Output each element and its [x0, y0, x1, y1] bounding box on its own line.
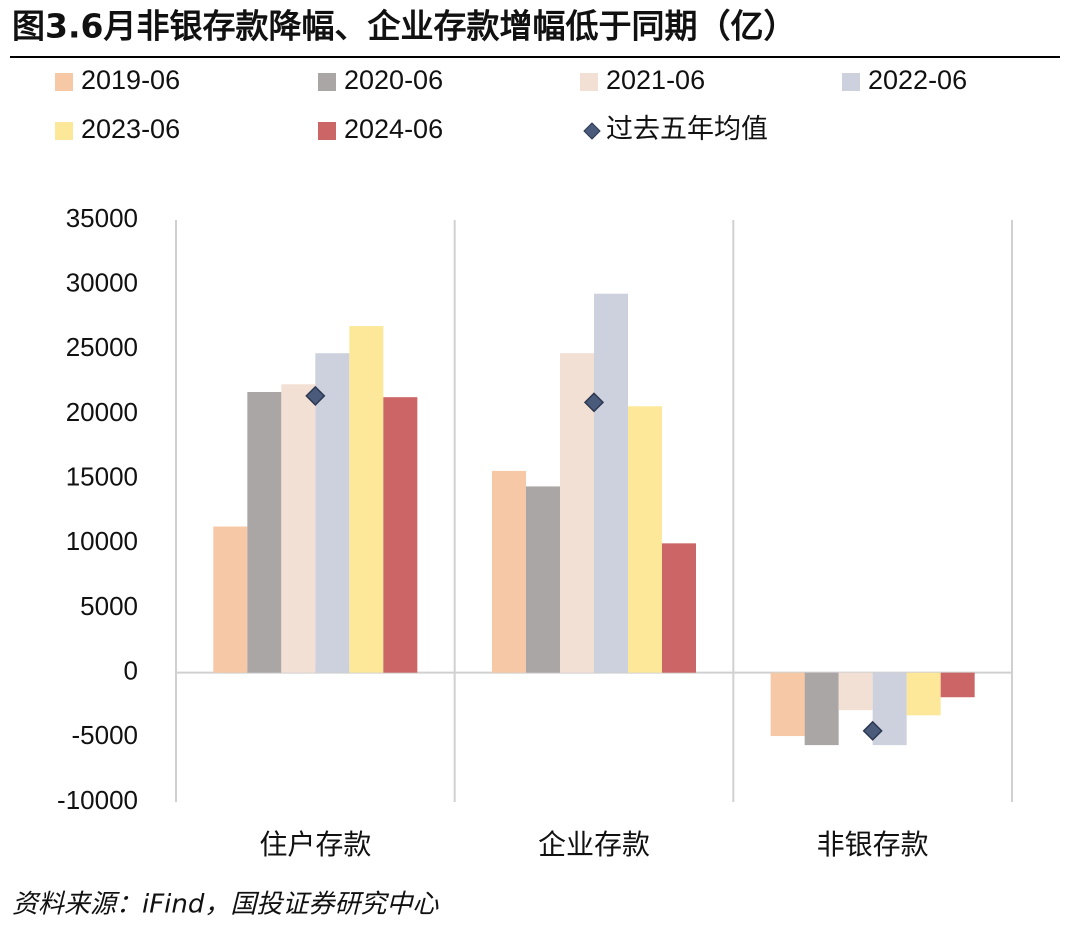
legend-swatch	[318, 73, 336, 91]
average-marker	[862, 720, 883, 741]
bar	[594, 293, 628, 673]
bar	[838, 672, 873, 711]
bar	[770, 672, 805, 737]
chart-title: 图3.6月非银存款降幅、企业存款增幅低于同期（亿）	[12, 7, 796, 46]
legend-label: 2023-06	[81, 114, 180, 144]
y-tick-label: 15000	[66, 462, 138, 492]
bar	[526, 486, 560, 673]
bar	[804, 672, 839, 746]
y-tick-label: 0	[124, 656, 138, 686]
y-tick-label: 5000	[80, 591, 138, 621]
y-tick-label: 30000	[66, 268, 138, 298]
average-marker	[583, 392, 605, 413]
average-marker	[305, 385, 326, 406]
x-tick-label: 企业存款	[538, 828, 650, 861]
legend-swatch	[580, 73, 598, 91]
bar	[315, 353, 350, 673]
y-tick-label: -5000	[72, 720, 139, 750]
y-tick-label: -10000	[57, 785, 138, 815]
bar	[383, 397, 418, 673]
bar	[662, 543, 696, 673]
legend-label: 2021-06	[606, 65, 705, 95]
x-tick-label: 非银存款	[817, 828, 929, 861]
legend-label: 2019-06	[81, 65, 180, 95]
y-tick-label: 25000	[66, 332, 138, 362]
x-tick-label: 住户存款	[259, 828, 371, 861]
legend-swatch	[842, 73, 860, 91]
y-tick-label: 35000	[66, 203, 138, 233]
legend-label: 2020-06	[344, 65, 443, 95]
legend-swatch	[318, 122, 336, 140]
legend-label: 过去五年均值	[606, 114, 768, 144]
bar	[940, 672, 975, 698]
y-tick-label: 10000	[66, 526, 138, 556]
bar	[247, 392, 282, 673]
source-note: 资料来源：iFind，国投证券研究中心	[12, 890, 439, 920]
bar	[906, 672, 941, 716]
y-tick-label: 20000	[66, 397, 138, 427]
bar	[628, 406, 662, 673]
bar	[492, 470, 526, 673]
legend-swatch	[55, 122, 73, 140]
legend-swatch	[583, 122, 601, 140]
bar	[281, 384, 316, 673]
legend-swatch	[55, 73, 73, 91]
legend-label: 2022-06	[868, 65, 967, 95]
bar	[349, 326, 384, 673]
legend-label: 2024-06	[344, 114, 443, 144]
bar	[213, 526, 248, 673]
